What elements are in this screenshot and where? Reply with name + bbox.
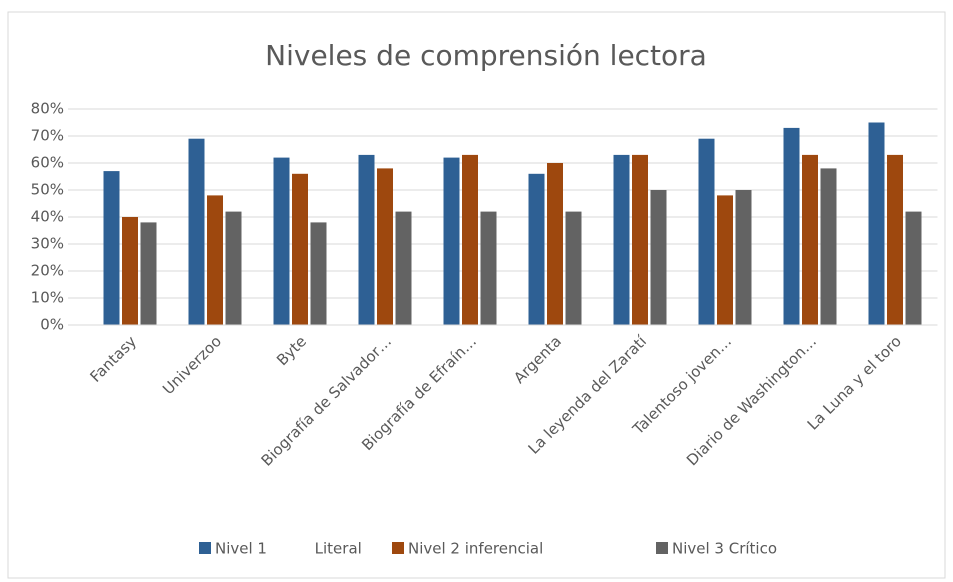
bar	[462, 154, 478, 325]
y-tick-label: 70%	[31, 127, 64, 145]
y-tick-label: 20%	[31, 262, 64, 280]
bar	[480, 211, 497, 325]
bar	[613, 154, 630, 325]
y-tick-label: 40%	[31, 208, 64, 226]
bar	[905, 211, 922, 325]
bar	[868, 122, 885, 325]
chart-title: Niveles de comprensión lectora	[265, 39, 707, 72]
y-tick-label: 50%	[31, 181, 64, 199]
y-tick-label: 80%	[31, 100, 64, 118]
y-tick-label: 10%	[31, 289, 64, 307]
legend-swatch	[656, 542, 668, 554]
bar	[565, 211, 582, 325]
bar	[820, 168, 837, 325]
bar	[292, 173, 308, 325]
bar	[188, 138, 205, 325]
bar	[122, 217, 138, 325]
legend-swatch	[392, 542, 404, 554]
bar	[140, 222, 157, 325]
bar	[225, 211, 242, 325]
y-tick-label: 60%	[31, 154, 64, 172]
bar	[310, 222, 327, 325]
bar	[103, 171, 120, 325]
y-tick-label: 0%	[40, 316, 64, 334]
bar	[443, 157, 460, 325]
y-tick-label: 30%	[31, 235, 64, 253]
bar	[698, 138, 715, 325]
legend-label: Nivel 3 Crítico	[672, 540, 777, 558]
bar	[395, 211, 412, 325]
bar	[207, 195, 223, 325]
bar	[377, 168, 393, 325]
bar	[802, 154, 818, 325]
bar	[273, 157, 290, 325]
bar	[358, 154, 375, 325]
bar	[650, 190, 667, 325]
legend-label: Nivel 1 Literal	[215, 540, 362, 558]
bar	[735, 190, 752, 325]
bar	[632, 154, 648, 325]
bar	[887, 154, 903, 325]
bar	[783, 127, 800, 326]
bar	[717, 195, 733, 325]
legend-label: Nivel 2 inferencial	[408, 540, 543, 558]
bar	[547, 163, 563, 325]
bar	[528, 173, 545, 325]
legend-swatch	[199, 542, 211, 554]
